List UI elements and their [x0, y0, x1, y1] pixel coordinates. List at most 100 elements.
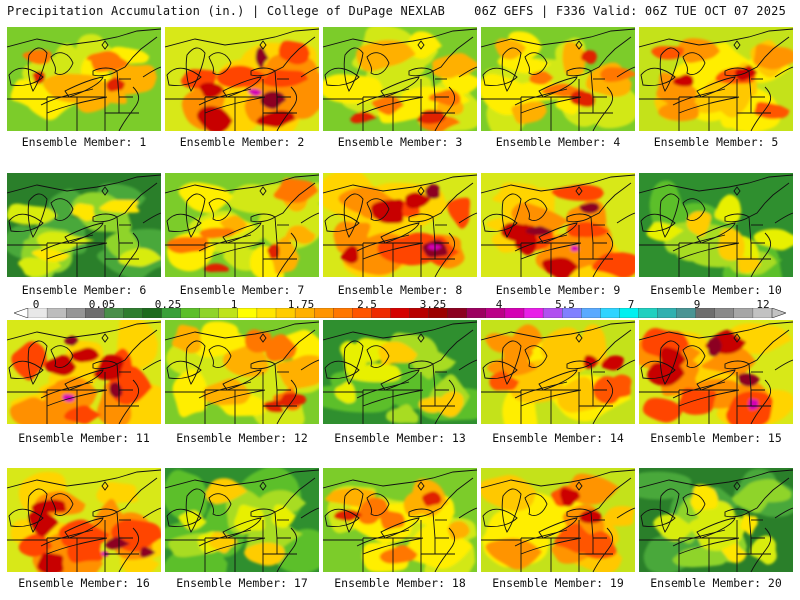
ensemble-label: Ensemble Member: 15 — [650, 431, 782, 445]
precip-contour — [106, 77, 126, 92]
ensemble-map-8 — [323, 173, 477, 277]
legend-swatch — [409, 308, 430, 318]
legend-label: 1.75 — [287, 298, 315, 311]
ensemble-map-17 — [165, 468, 319, 572]
precip-map — [165, 468, 319, 572]
precip-contour — [44, 354, 77, 376]
legend-swatch — [333, 308, 353, 318]
precip-contour — [256, 110, 295, 128]
precip-contour — [446, 197, 471, 229]
precip-contour — [70, 347, 100, 363]
precip-contour — [495, 38, 527, 60]
precip-contour — [28, 509, 59, 537]
ensemble-map-1 — [7, 27, 161, 131]
precip-contour — [165, 469, 208, 522]
precip-contour — [260, 91, 286, 110]
ensemble-map-11 — [7, 320, 161, 424]
legend-swatch — [275, 308, 296, 318]
precip-contour — [31, 249, 70, 262]
ensemble-map-10 — [639, 173, 793, 277]
ensemble-label: Ensemble Member: 13 — [334, 431, 466, 445]
legend-labels: 0 0.05 0.25 1 1.75 2.5 3.25 4 5.5 7 9 12 — [0, 298, 800, 311]
precip-contour — [503, 337, 534, 369]
legend-swatch — [85, 308, 105, 318]
precip-contour — [31, 499, 67, 514]
legend-label: 9 — [693, 298, 701, 311]
legend-swatch — [466, 308, 487, 318]
precip-contour — [200, 321, 239, 352]
ensemble-label: Ensemble Member: 19 — [492, 576, 624, 590]
precip-contour — [523, 358, 586, 383]
precip-contour — [579, 202, 600, 214]
chart-title: Precipitation Accumulation (in.) | Colle… — [7, 4, 446, 18]
ensemble-label: Ensemble Member: 9 — [495, 283, 621, 297]
precip-contour — [203, 263, 229, 272]
legend-swatch — [714, 308, 735, 318]
location-marker-icon — [417, 333, 425, 343]
precip-contour — [570, 90, 596, 108]
precip-contour — [72, 203, 95, 222]
precip-contour — [267, 243, 280, 259]
legend-swatch — [733, 308, 754, 318]
ensemble-map-9 — [481, 173, 635, 277]
precip-contour — [557, 376, 613, 413]
ensemble-map-3 — [323, 27, 477, 131]
precip-contour — [18, 471, 67, 515]
precip-contour — [404, 192, 432, 209]
location-marker-icon — [259, 40, 267, 50]
ensemble-map-16 — [7, 468, 161, 572]
legend-swatch — [294, 308, 315, 318]
ensemble-label: Ensemble Member: 14 — [492, 431, 624, 445]
location-marker-icon — [101, 186, 109, 196]
precip-contour — [601, 506, 635, 527]
precip-contour — [379, 544, 418, 564]
precip-contour — [677, 38, 721, 63]
ensemble-label: Ensemble Member: 2 — [179, 135, 305, 149]
precip-contour — [380, 510, 405, 530]
ensemble-map-13 — [323, 320, 477, 424]
precip-contour — [333, 221, 371, 255]
legend-swatch — [123, 308, 143, 318]
precip-contour — [67, 535, 103, 563]
precip-contour — [753, 43, 793, 70]
legend-swatch — [600, 308, 620, 318]
ensemble-label: Ensemble Member: 6 — [21, 283, 147, 297]
precip-contour — [525, 226, 553, 236]
legend-swatch — [657, 308, 678, 318]
legend-label: 3.25 — [419, 298, 447, 311]
precip-contour — [10, 79, 42, 107]
legend-swatch — [352, 308, 372, 318]
precip-map — [165, 173, 319, 277]
precip-contour — [701, 347, 756, 376]
precip-contour — [601, 355, 624, 371]
precip-contour — [754, 101, 790, 119]
precip-contour — [485, 538, 543, 570]
precip-map — [323, 173, 477, 277]
precip-contour — [18, 257, 62, 277]
precip-contour — [707, 336, 722, 357]
location-marker-icon — [259, 481, 267, 491]
ensemble-map-18 — [323, 468, 477, 572]
precip-contour — [357, 497, 389, 525]
legend-label: 12 — [756, 298, 770, 311]
location-marker-icon — [101, 481, 109, 491]
legend-swatch — [142, 308, 162, 318]
legend-min-arrow — [14, 308, 29, 318]
precip-contour — [199, 227, 236, 239]
location-marker-icon — [101, 40, 109, 50]
precip-contour — [356, 39, 416, 72]
ensemble-label: Ensemble Member: 3 — [337, 135, 463, 149]
precip-map — [7, 27, 161, 131]
precip-map — [165, 320, 319, 424]
legend-label: 4 — [495, 298, 503, 311]
precip-map — [323, 27, 477, 131]
legend-label: 7 — [627, 298, 635, 311]
legend-swatch — [199, 308, 220, 318]
precip-contour — [714, 194, 742, 224]
ensemble-label: Ensemble Member: 1 — [21, 135, 147, 149]
precip-contour — [275, 354, 319, 389]
precip-map — [165, 27, 319, 131]
precip-contour — [647, 362, 685, 387]
legend-swatch — [523, 308, 544, 318]
precip-contour — [216, 65, 266, 88]
